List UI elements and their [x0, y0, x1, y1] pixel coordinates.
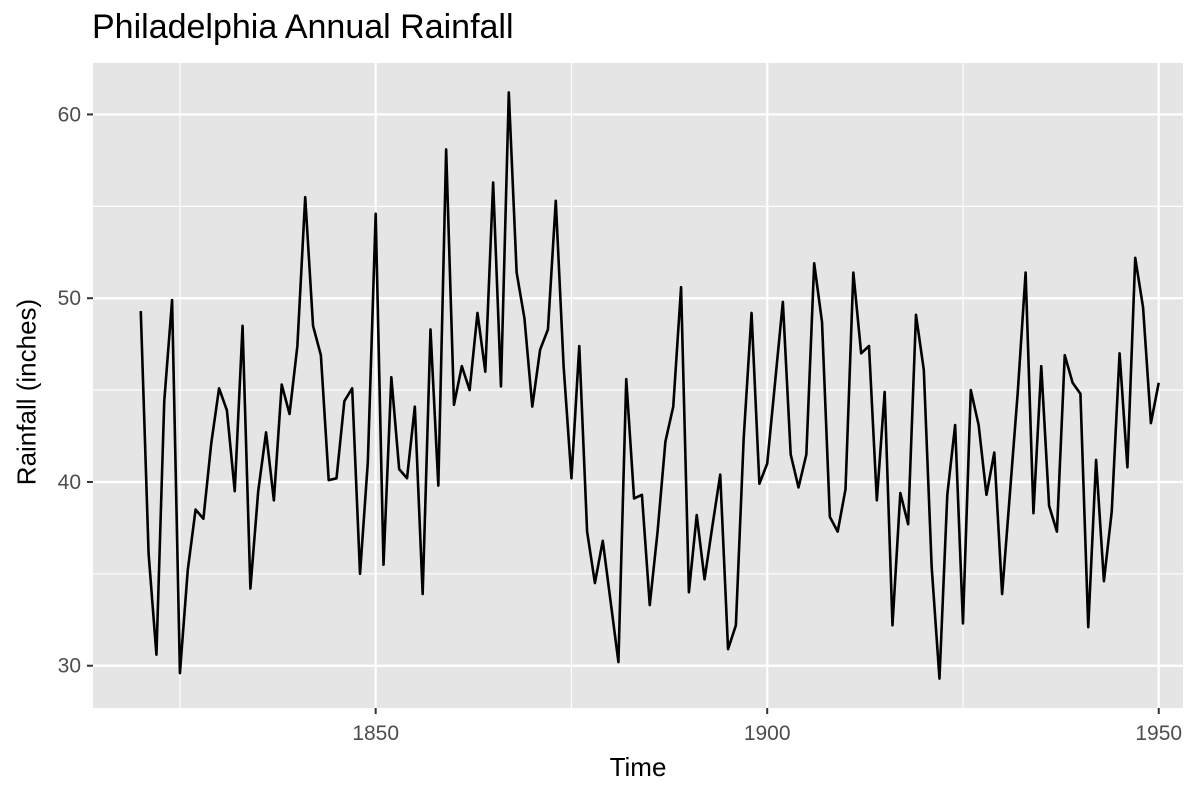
y-tick-label: 60	[58, 103, 81, 126]
y-axis: 30 40 50 60	[58, 103, 93, 678]
y-tick-label: 40	[58, 471, 81, 494]
x-tick-label: 1850	[352, 722, 399, 745]
y-tick-label: 50	[58, 287, 81, 310]
series-line-1	[139, 91, 1161, 680]
chart-title: Philadelphia Annual Rainfall	[92, 8, 514, 46]
series-layer	[139, 91, 1161, 680]
x-tick-label: 1900	[744, 722, 791, 745]
y-tick-label: 30	[58, 655, 81, 678]
plot-panel	[93, 63, 1183, 708]
x-axis-title: Time	[609, 752, 667, 782]
x-tick-label: 1950	[1135, 722, 1182, 745]
x-axis: 1850 1900 1950	[352, 708, 1182, 745]
